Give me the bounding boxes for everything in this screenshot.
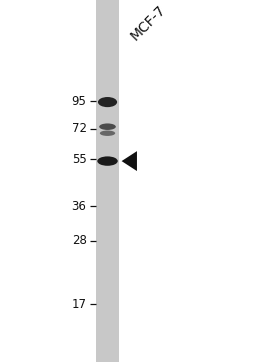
Ellipse shape bbox=[98, 97, 117, 107]
Text: 55: 55 bbox=[72, 153, 87, 166]
Text: 28: 28 bbox=[72, 234, 87, 247]
Bar bbox=[96, 0, 119, 362]
Text: 17: 17 bbox=[71, 298, 87, 311]
Ellipse shape bbox=[97, 156, 118, 166]
Ellipse shape bbox=[99, 123, 116, 130]
Text: 36: 36 bbox=[72, 200, 87, 213]
Ellipse shape bbox=[100, 130, 115, 136]
Text: 95: 95 bbox=[72, 95, 87, 108]
Polygon shape bbox=[122, 151, 137, 171]
Text: MCF-7: MCF-7 bbox=[128, 3, 169, 43]
Text: 72: 72 bbox=[71, 122, 87, 135]
